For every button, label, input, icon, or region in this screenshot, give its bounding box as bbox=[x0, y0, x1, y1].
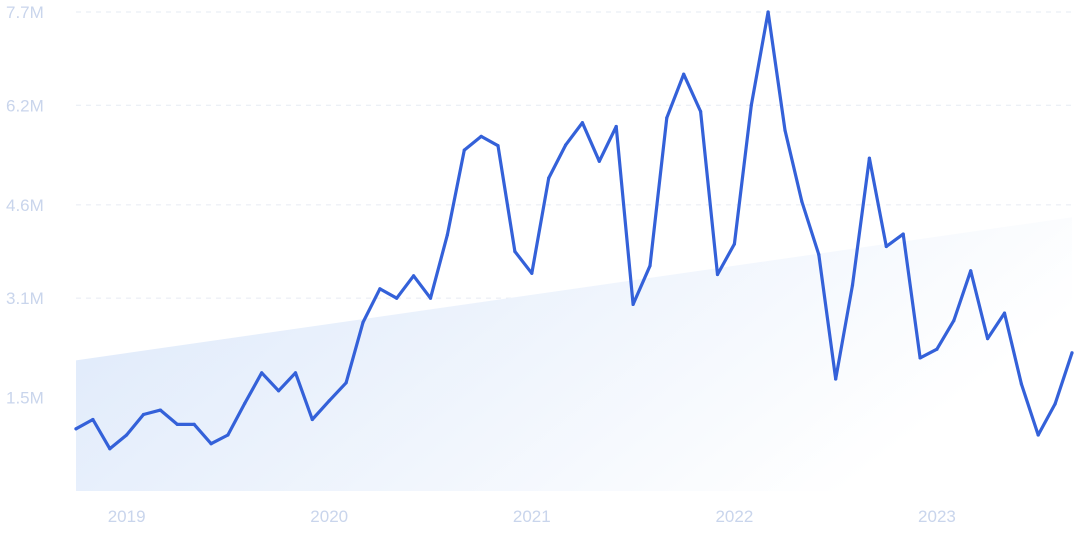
data-point bbox=[918, 356, 922, 360]
data-point bbox=[1070, 351, 1074, 355]
y-tick-label: 7.7M bbox=[6, 3, 44, 22]
data-point bbox=[1019, 382, 1024, 386]
data-point bbox=[310, 417, 314, 422]
data-point bbox=[226, 433, 230, 437]
data-point bbox=[175, 422, 179, 426]
data-point bbox=[209, 442, 213, 446]
data-point bbox=[1002, 311, 1007, 315]
data-point bbox=[428, 296, 433, 300]
data-point bbox=[732, 242, 737, 246]
data-point bbox=[1036, 433, 1040, 437]
data-point bbox=[158, 408, 162, 412]
data-point bbox=[108, 447, 112, 451]
x-axis-tick-labels: 2019 2020 2021 2022 2023 bbox=[108, 507, 956, 526]
data-point bbox=[564, 143, 568, 147]
data-point bbox=[395, 296, 399, 300]
data-point bbox=[547, 176, 551, 180]
data-point bbox=[783, 128, 787, 132]
data-point bbox=[125, 433, 129, 437]
data-point bbox=[597, 159, 601, 163]
data-point bbox=[631, 302, 635, 306]
data-point bbox=[682, 72, 686, 76]
data-point bbox=[867, 156, 872, 160]
data-point bbox=[884, 244, 888, 249]
data-point bbox=[901, 232, 905, 236]
data-point bbox=[74, 427, 78, 431]
data-point bbox=[530, 271, 534, 275]
x-tick-label: 2020 bbox=[310, 507, 348, 526]
data-point bbox=[293, 371, 298, 375]
data-point bbox=[327, 399, 331, 403]
data-point bbox=[766, 10, 770, 14]
x-tick-label: 2023 bbox=[918, 507, 956, 526]
y-tick-label: 4.6M bbox=[6, 196, 44, 215]
data-point bbox=[378, 287, 382, 291]
data-point bbox=[479, 134, 483, 138]
data-point bbox=[952, 319, 956, 323]
data-point bbox=[648, 264, 652, 268]
trend-area bbox=[76, 217, 1072, 492]
data-point bbox=[969, 269, 973, 273]
data-point bbox=[513, 249, 517, 254]
data-point bbox=[260, 371, 264, 375]
series-line bbox=[74, 10, 1074, 451]
data-point bbox=[277, 389, 281, 393]
data-point bbox=[699, 109, 703, 114]
data-point bbox=[1053, 402, 1057, 406]
x-tick-label: 2022 bbox=[715, 507, 753, 526]
data-point bbox=[580, 121, 585, 125]
x-tick-label: 2021 bbox=[513, 507, 551, 526]
data-point bbox=[850, 283, 855, 287]
data-point bbox=[834, 377, 838, 381]
y-tick-label: 1.5M bbox=[6, 389, 44, 408]
data-point bbox=[192, 422, 196, 426]
data-point bbox=[986, 337, 990, 341]
y-tick-label: 3.1M bbox=[6, 289, 44, 308]
data-point bbox=[462, 148, 466, 152]
data-point bbox=[800, 200, 804, 204]
data-point bbox=[614, 124, 618, 129]
x-tick-label: 2019 bbox=[108, 507, 146, 526]
data-point bbox=[749, 103, 753, 107]
data-point bbox=[412, 274, 416, 278]
data-point bbox=[496, 144, 500, 148]
data-point bbox=[665, 116, 669, 120]
data-point bbox=[91, 417, 95, 422]
data-point bbox=[243, 401, 247, 405]
data-point bbox=[141, 412, 146, 417]
data-points bbox=[74, 10, 1074, 451]
data-point bbox=[817, 253, 821, 257]
data-point bbox=[715, 272, 720, 277]
data-point bbox=[344, 381, 348, 385]
data-point bbox=[445, 233, 449, 237]
y-axis-tick-labels: 1.5M 3.1M 4.6M 6.2M 7.7M bbox=[6, 3, 44, 408]
data-point bbox=[935, 347, 939, 351]
y-tick-label: 6.2M bbox=[6, 96, 44, 115]
data-point bbox=[361, 320, 365, 324]
